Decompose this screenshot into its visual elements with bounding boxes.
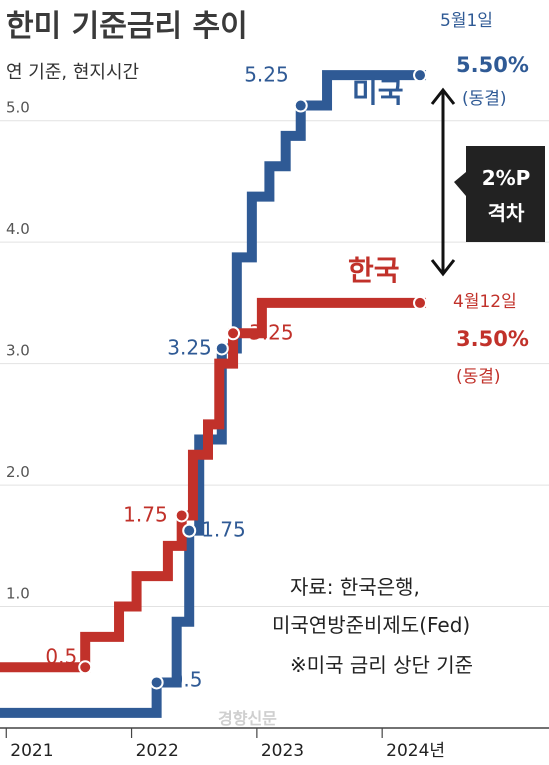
kr-end-date: 4월12일 <box>453 292 517 312</box>
data-point-label: 5.25 <box>244 63 289 87</box>
data-point-label: 1.75 <box>123 502 168 526</box>
series-endpoint <box>413 295 428 310</box>
y-gridlines <box>0 120 549 608</box>
watermark: 경향신문 <box>218 709 277 728</box>
x-tick-label: 2023 <box>261 741 304 761</box>
series-line-0 <box>0 70 427 718</box>
kr-series-name: 한국 <box>348 254 400 287</box>
y-tick-labels: 1.0 2.0 3.0 4.0 5.0 <box>6 99 30 603</box>
source-line-1: 자료: 한국은행, <box>290 575 420 599</box>
series-labels: 0.5 1.75 3.25 5.25 0.5 1.75 3.25 <box>45 63 428 691</box>
x-tick-label: 2021 <box>10 741 53 761</box>
kr-end-note: (동결) <box>456 367 501 387</box>
data-point-marker <box>226 326 241 341</box>
data-point-marker <box>78 660 93 675</box>
gap-box <box>466 146 545 242</box>
us-end-date: 5월1일 <box>440 11 493 31</box>
gap-label-line2: 격차 <box>488 201 525 225</box>
data-point-label: 3.25 <box>167 335 212 359</box>
us-series-name: 미국 <box>352 76 404 109</box>
us-end-note: (동결) <box>462 89 507 109</box>
data-point-label: 0.5 <box>171 667 203 691</box>
data-point-marker <box>293 98 308 113</box>
y-tick-label: 5.0 <box>6 99 30 117</box>
x-axis: 2021 2022 2023 2024년 <box>0 727 549 761</box>
y-tick-label: 2.0 <box>6 463 30 481</box>
data-point-marker <box>149 675 164 690</box>
x-tick-label: 2022 <box>136 741 179 761</box>
series-endpoint <box>413 68 428 83</box>
gap-label-line1: 2%P <box>482 166 531 190</box>
chart-subtitle: 연 기준, 현지시간 <box>6 62 139 83</box>
source-line-3: ※미국 금리 상단 기준 <box>290 653 473 677</box>
y-tick-label: 3.0 <box>6 342 30 360</box>
us-end-value: 5.50% <box>456 53 529 77</box>
data-point-marker <box>214 341 229 356</box>
page-title: 한미 기준금리 추이 <box>6 9 248 44</box>
data-point-marker <box>182 523 197 538</box>
y-tick-label: 1.0 <box>6 585 30 603</box>
data-point-label: 3.25 <box>249 320 294 344</box>
data-point-label: 0.5 <box>45 644 77 668</box>
y-tick-label: 4.0 <box>6 220 30 238</box>
gap-arrow <box>430 87 466 277</box>
data-point-label: 1.75 <box>201 518 246 542</box>
source-line-2: 미국연방준비제도(Fed) <box>272 613 470 637</box>
x-tick-label: 2024년 <box>386 741 445 761</box>
kr-end-value: 3.50% <box>456 327 529 351</box>
data-point-marker <box>174 508 189 523</box>
